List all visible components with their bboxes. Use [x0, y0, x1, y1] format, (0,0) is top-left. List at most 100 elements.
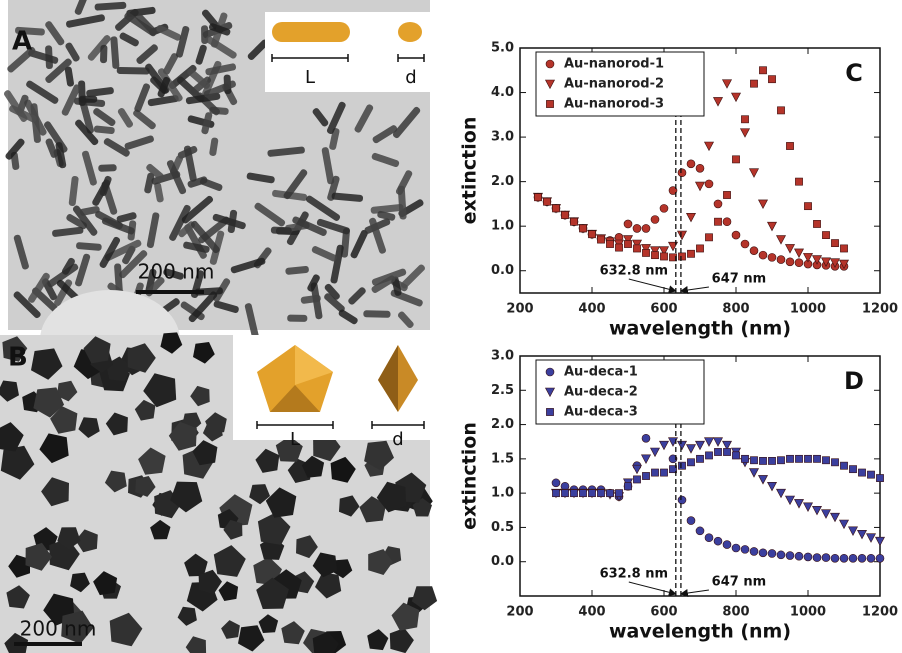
legend-label: Au-nanorod-3: [564, 97, 664, 112]
data-point: [876, 474, 883, 481]
inset-label: d: [392, 429, 403, 450]
x-tick-label: 600: [650, 605, 677, 620]
data-point: [840, 462, 847, 469]
legend-label: Au-deca-3: [564, 405, 638, 420]
data-point: [606, 490, 613, 497]
data-point: [705, 180, 713, 188]
data-point: [840, 520, 849, 529]
data-point: [687, 445, 696, 454]
nanorod: [117, 67, 150, 75]
data-point: [759, 475, 768, 484]
data-point: [831, 554, 839, 562]
data-point: [705, 142, 714, 151]
data-point: [651, 216, 659, 224]
y-tick-label: 4.0: [491, 85, 514, 100]
x-tick-label: 1200: [862, 605, 898, 620]
y-tick-label: 2.0: [491, 174, 514, 189]
annotation-arrow: [629, 582, 676, 594]
data-point: [867, 554, 875, 562]
data-point: [822, 510, 831, 519]
legend-marker: [546, 368, 554, 376]
data-point: [858, 530, 867, 539]
data-point: [651, 252, 658, 259]
data-point: [768, 457, 775, 464]
annotation-arrow: [681, 590, 709, 594]
data-point: [642, 434, 650, 442]
y-tick-label: 1.0: [491, 219, 514, 234]
data-point: [678, 253, 685, 260]
data-point: [759, 200, 768, 209]
nanorod: [100, 45, 108, 63]
data-point: [813, 554, 821, 562]
data-point: [804, 203, 811, 210]
data-point: [678, 441, 687, 450]
data-point: [795, 249, 804, 258]
data-point: [867, 534, 876, 543]
legend-label: Au-deca-2: [564, 385, 638, 400]
y-tick-label: 2.0: [491, 417, 514, 432]
data-point: [804, 503, 813, 512]
data-point: [786, 455, 793, 462]
data-point: [813, 455, 820, 462]
data-point: [642, 472, 649, 479]
data-point: [696, 245, 703, 252]
data-point: [714, 218, 721, 225]
data-point: [597, 490, 604, 497]
data-point: [723, 448, 730, 455]
rod-end: [398, 22, 422, 42]
data-point: [750, 247, 758, 255]
data-point: [831, 240, 838, 247]
data-point: [633, 245, 640, 252]
data-point: [741, 545, 749, 553]
data-point: [633, 224, 641, 232]
data-point: [786, 496, 795, 505]
data-point: [804, 455, 811, 462]
data-point: [615, 244, 622, 251]
data-point: [822, 231, 829, 238]
panel-label: C: [845, 59, 863, 87]
annotation: 632.8 nm: [600, 264, 668, 279]
data-point: [579, 490, 586, 497]
data-point: [750, 80, 757, 87]
y-tick-label: 0.0: [491, 263, 514, 278]
x-tick-label: 1000: [790, 302, 826, 317]
data-point: [687, 160, 695, 168]
data-point: [723, 191, 730, 198]
data-point: [606, 240, 613, 247]
data-point: [570, 490, 577, 497]
data-point: [768, 253, 776, 261]
data-point: [786, 552, 794, 560]
data-point: [768, 549, 776, 557]
data-point: [633, 465, 642, 474]
data-point: [813, 506, 822, 515]
data-point: [876, 537, 885, 546]
data-point: [660, 469, 667, 476]
nanorod: [98, 164, 117, 172]
y-tick-label: 5.0: [491, 41, 514, 56]
data-point: [777, 107, 784, 114]
legend-marker: [546, 100, 553, 107]
data-point: [867, 471, 874, 478]
legend-marker: [546, 408, 553, 415]
data-point: [678, 231, 687, 240]
x-tick-label: 600: [650, 302, 677, 317]
data-point: [714, 97, 723, 106]
data-point: [642, 455, 651, 464]
nanorod: [78, 80, 86, 106]
y-tick-label: 0.0: [491, 554, 514, 569]
data-point: [696, 527, 704, 535]
data-point: [678, 169, 686, 177]
data-point: [732, 452, 739, 459]
data-point: [651, 448, 660, 457]
rod-shape: [272, 22, 350, 42]
data-point: [687, 250, 694, 257]
nanorod: [363, 310, 390, 318]
data-point: [777, 457, 784, 464]
data-point: [687, 517, 695, 525]
data-point: [741, 129, 750, 138]
data-point: [750, 469, 759, 478]
data-point: [561, 211, 568, 218]
nanorod: [287, 315, 307, 322]
data-point: [723, 218, 731, 226]
legend-label: Au-deca-1: [564, 365, 638, 380]
